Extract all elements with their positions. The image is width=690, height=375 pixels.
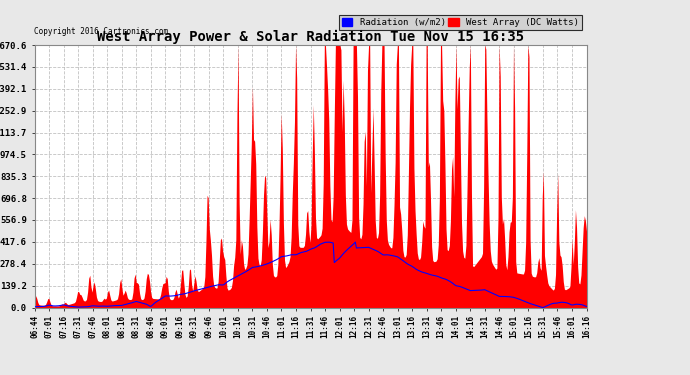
Title: West Array Power & Solar Radiation Tue Nov 15 16:35: West Array Power & Solar Radiation Tue N… [97,30,524,44]
Text: Copyright 2016 Cartronics.com: Copyright 2016 Cartronics.com [34,27,168,36]
Legend: Radiation (w/m2), West Array (DC Watts): Radiation (w/m2), West Array (DC Watts) [339,15,582,30]
